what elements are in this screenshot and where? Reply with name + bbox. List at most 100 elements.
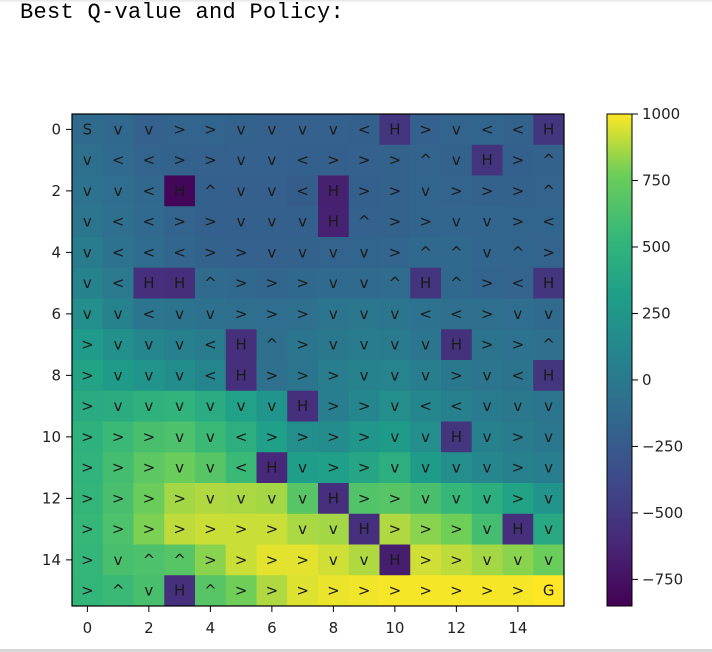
- heatmap-cell: [287, 206, 319, 238]
- bottom-border: [0, 649, 712, 652]
- policy-label: ^: [143, 551, 156, 569]
- policy-label: v: [421, 366, 430, 384]
- colorbar-tick-label: −750: [642, 570, 683, 588]
- policy-label: v: [237, 120, 246, 138]
- heatmap-cell: [348, 329, 380, 361]
- y-tick-label: 8: [51, 366, 61, 384]
- policy-label: >: [389, 151, 402, 169]
- heatmap-cell: [102, 206, 134, 238]
- policy-label: >: [296, 366, 309, 384]
- heatmap-cell: [72, 483, 104, 515]
- policy-label: <: [112, 151, 125, 169]
- policy-label: v: [114, 551, 123, 569]
- heatmap-cell: [471, 452, 503, 484]
- policy-label: >: [481, 336, 494, 354]
- heatmap-cell: [533, 298, 565, 330]
- policy-label: >: [358, 397, 371, 415]
- policy-label: >: [327, 397, 340, 415]
- policy-label: ^: [542, 182, 555, 200]
- policy-label: v: [206, 489, 215, 507]
- policy-label: v: [83, 243, 92, 261]
- heatmap-cell: [318, 298, 350, 330]
- policy-label: v: [421, 428, 430, 446]
- policy-label: H: [543, 120, 554, 138]
- policy-label: <: [235, 428, 248, 446]
- heatmap-cell: [471, 298, 503, 330]
- policy-label: H: [512, 520, 523, 538]
- policy-label: >: [204, 243, 217, 261]
- policy-label: >: [481, 305, 494, 323]
- policy-label: v: [360, 551, 369, 569]
- heatmap-cell: [502, 206, 534, 238]
- policy-label: v: [360, 274, 369, 292]
- x-tick-label: 12: [447, 619, 466, 637]
- heatmap-cell: [379, 575, 411, 607]
- policy-label: >: [327, 366, 340, 384]
- policy-label: H: [174, 274, 185, 292]
- heatmap-cell: [133, 575, 165, 607]
- policy-label: >: [358, 489, 371, 507]
- policy-label: >: [173, 120, 186, 138]
- heatmap-cell: [256, 206, 288, 238]
- heatmap-cell: [256, 483, 288, 515]
- policy-label: <: [450, 397, 463, 415]
- heatmap-cell: [133, 144, 165, 176]
- heatmap-cell: [410, 175, 442, 207]
- policy-label: >: [204, 213, 217, 231]
- policy-label: v: [144, 336, 153, 354]
- policy-label: G: [543, 582, 555, 600]
- heatmap-cell: [72, 421, 104, 453]
- policy-label: H: [451, 428, 462, 446]
- policy-label: <: [173, 243, 186, 261]
- policy-label: >: [296, 336, 309, 354]
- policy-label: v: [483, 428, 492, 446]
- policy-label: ^: [112, 582, 125, 600]
- heatmap-cell: [533, 329, 565, 361]
- heatmap-cell: [164, 267, 196, 299]
- top-shadow: [0, 0, 712, 3]
- policy-label: ^: [512, 243, 525, 261]
- heatmap-cell: [471, 114, 503, 146]
- policy-label: H: [358, 520, 369, 538]
- policy-label: >: [327, 459, 340, 477]
- policy-label: v: [298, 520, 307, 538]
- policy-label: ^: [266, 336, 279, 354]
- y-tick-label: 4: [51, 243, 61, 261]
- heatmap-cell: [256, 544, 288, 576]
- heatmap-cell: [102, 175, 134, 207]
- heatmap-cell: [225, 421, 257, 453]
- policy-label: >: [296, 274, 309, 292]
- policy-label: v: [83, 213, 92, 231]
- policy-label: v: [390, 336, 399, 354]
- policy-label: >: [173, 489, 186, 507]
- colorbar: [606, 113, 633, 607]
- policy-label: v: [114, 120, 123, 138]
- heatmap-cell: [102, 513, 134, 545]
- policy-label: >: [81, 582, 94, 600]
- policy-label: v: [483, 459, 492, 477]
- policy-label: v: [114, 366, 123, 384]
- heatmap-cell: [379, 298, 411, 330]
- heatmap-cell: [533, 237, 565, 269]
- heatmap-cell: [287, 144, 319, 176]
- heatmap-cell: [348, 452, 380, 484]
- heatmap-cell: [379, 513, 411, 545]
- policy-label: H: [543, 274, 554, 292]
- heatmap-cell: [502, 175, 534, 207]
- policy-label: v: [298, 243, 307, 261]
- policy-label: >: [235, 243, 248, 261]
- policy-label: v: [483, 551, 492, 569]
- heatmap-cell: [502, 298, 534, 330]
- policy-label: >: [358, 582, 371, 600]
- heatmap-cell: [133, 421, 165, 453]
- policy-label: v: [513, 551, 522, 569]
- heatmap-cell: [195, 513, 227, 545]
- heatmap-cell: [225, 329, 257, 361]
- policy-label: >: [81, 489, 94, 507]
- policy-label: v: [237, 397, 246, 415]
- heatmap-cell: [225, 483, 257, 515]
- policy-label: v: [513, 305, 522, 323]
- colorbar-ticks: 1000 750 500 250 0 −250 −500 −750: [632, 105, 683, 588]
- heatmap-cell: [225, 575, 257, 607]
- policy-label: >: [204, 551, 217, 569]
